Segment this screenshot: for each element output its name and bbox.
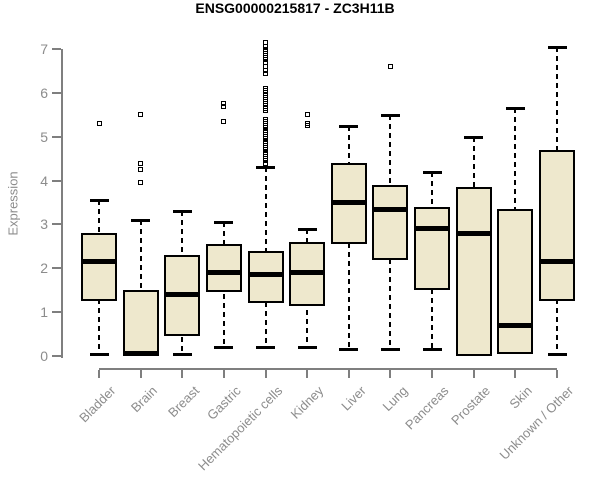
- outlier-point-gastric: [221, 103, 227, 109]
- whisker-cap-top-lung: [380, 113, 400, 117]
- x-tick-mark: [222, 370, 225, 378]
- outlier-point-brain: [138, 167, 144, 173]
- whisker-cap-bottom-liver: [339, 348, 359, 352]
- whisker-cap-bottom-lung: [380, 348, 400, 352]
- box-lung: [372, 184, 409, 260]
- whisker-cap-top-brain: [131, 219, 151, 223]
- y-tick-mark: [52, 135, 61, 138]
- x-category-label-gastric: Gastric: [203, 383, 244, 423]
- median-lung: [372, 206, 409, 212]
- median-skin: [497, 322, 534, 328]
- x-axis-line: [99, 368, 557, 370]
- x-category-label-kidney: Kidney: [288, 383, 327, 422]
- y-tick-mark: [52, 91, 61, 94]
- x-tick-mark: [431, 370, 434, 378]
- whisker-cap-top-kidney: [297, 227, 317, 231]
- median-brain: [122, 351, 159, 357]
- x-tick-mark: [139, 370, 142, 378]
- y-tick-mark: [52, 311, 61, 314]
- y-tick-label: 0: [40, 348, 48, 364]
- x-category-label-bladder: Bladder: [76, 383, 119, 426]
- x-category-label-brain: Brain: [128, 383, 161, 416]
- x-category-label-unknown-other: Unknown / Other: [497, 383, 577, 463]
- y-tick-label: 3: [40, 216, 48, 233]
- x-tick-mark: [514, 370, 517, 378]
- whisker-cap-bottom-bladder: [89, 352, 109, 356]
- x-tick-mark: [98, 370, 100, 378]
- y-tick-label: 5: [40, 128, 48, 145]
- median-liver: [330, 200, 367, 205]
- y-tick-label: 7: [40, 41, 48, 57]
- y-tick-label: 1: [40, 304, 48, 321]
- whisker-cap-bottom-unknown-other: [547, 352, 567, 356]
- whisker-cap-top-bladder: [89, 199, 109, 203]
- y-tick-mark: [52, 179, 61, 182]
- outlier-point-gastric: [221, 118, 227, 124]
- median-unknown-other: [539, 259, 575, 265]
- whisker-cap-top-breast: [172, 210, 192, 214]
- outlier-point-brain: [138, 160, 144, 166]
- median-breast: [164, 292, 201, 298]
- whisker-brain: [139, 220, 142, 356]
- whisker-cap-bottom-kidney: [297, 346, 317, 350]
- x-category-label-liver: Liver: [337, 383, 369, 414]
- whisker-cap-top-skin: [505, 107, 525, 111]
- box-pancreas: [414, 206, 451, 291]
- whisker-cap-top-liver: [339, 124, 359, 128]
- whisker-cap-bottom-hematopoietic-cells: [256, 346, 276, 350]
- outlier-point-brain: [138, 180, 144, 186]
- x-tick-mark: [389, 370, 392, 378]
- box-bladder: [81, 233, 117, 302]
- box-brain: [122, 290, 159, 356]
- box-skin: [497, 209, 534, 354]
- median-bladder: [81, 259, 117, 265]
- y-tick-mark: [52, 267, 61, 270]
- y-tick-label: 6: [40, 84, 48, 101]
- median-gastric: [205, 270, 242, 276]
- median-prostate: [455, 230, 492, 236]
- x-tick-mark: [181, 370, 184, 378]
- whisker-cap-bottom-pancreas: [422, 348, 442, 352]
- x-tick-mark: [556, 370, 558, 378]
- box-gastric: [205, 244, 242, 293]
- outlier-point-lung: [387, 64, 393, 70]
- outlier-point-hematopoietic-cells: [263, 160, 269, 166]
- x-category-label-skin: Skin: [506, 383, 535, 412]
- median-kidney: [289, 270, 326, 276]
- y-tick-label: 4: [40, 172, 48, 189]
- y-axis-label: Expression: [5, 171, 21, 236]
- outlier-point-bladder: [96, 121, 102, 127]
- x-tick-mark: [306, 370, 309, 378]
- y-axis-line: [61, 49, 63, 358]
- y-tick-mark: [52, 355, 61, 357]
- outlier-point-kidney: [304, 123, 310, 129]
- median-pancreas: [414, 226, 451, 232]
- whisker-cap-top-pancreas: [422, 170, 442, 174]
- y-tick-mark: [52, 48, 61, 50]
- x-category-label-lung: Lung: [379, 383, 411, 415]
- x-tick-mark: [347, 370, 350, 378]
- chart-title: ENSG00000215817 - ZC3H11B: [195, 0, 395, 16]
- x-tick-mark: [264, 370, 267, 378]
- whisker-cap-bottom-gastric: [214, 346, 234, 350]
- median-hematopoietic-cells: [247, 272, 284, 278]
- whisker-cap-top-unknown-other: [547, 45, 567, 49]
- box-unknown-other: [539, 149, 575, 302]
- outlier-point-brain: [138, 112, 144, 118]
- whisker-cap-top-gastric: [214, 221, 234, 225]
- outlier-point-hematopoietic-cells: [263, 107, 269, 113]
- x-category-label-breast: Breast: [164, 383, 202, 421]
- x-tick-mark: [472, 370, 475, 378]
- whisker-cap-top-prostate: [464, 135, 484, 139]
- y-tick-label: 2: [40, 260, 48, 277]
- y-tick-mark: [52, 223, 61, 226]
- outlier-point-hematopoietic-cells: [263, 70, 269, 76]
- whisker-cap-bottom-breast: [172, 352, 192, 356]
- x-category-label-pancreas: Pancreas: [402, 383, 452, 433]
- x-category-label-prostate: Prostate: [448, 383, 494, 428]
- box-prostate: [455, 187, 492, 356]
- whisker-cap-top-hematopoietic-cells: [256, 166, 276, 170]
- outlier-point-kidney: [304, 112, 310, 118]
